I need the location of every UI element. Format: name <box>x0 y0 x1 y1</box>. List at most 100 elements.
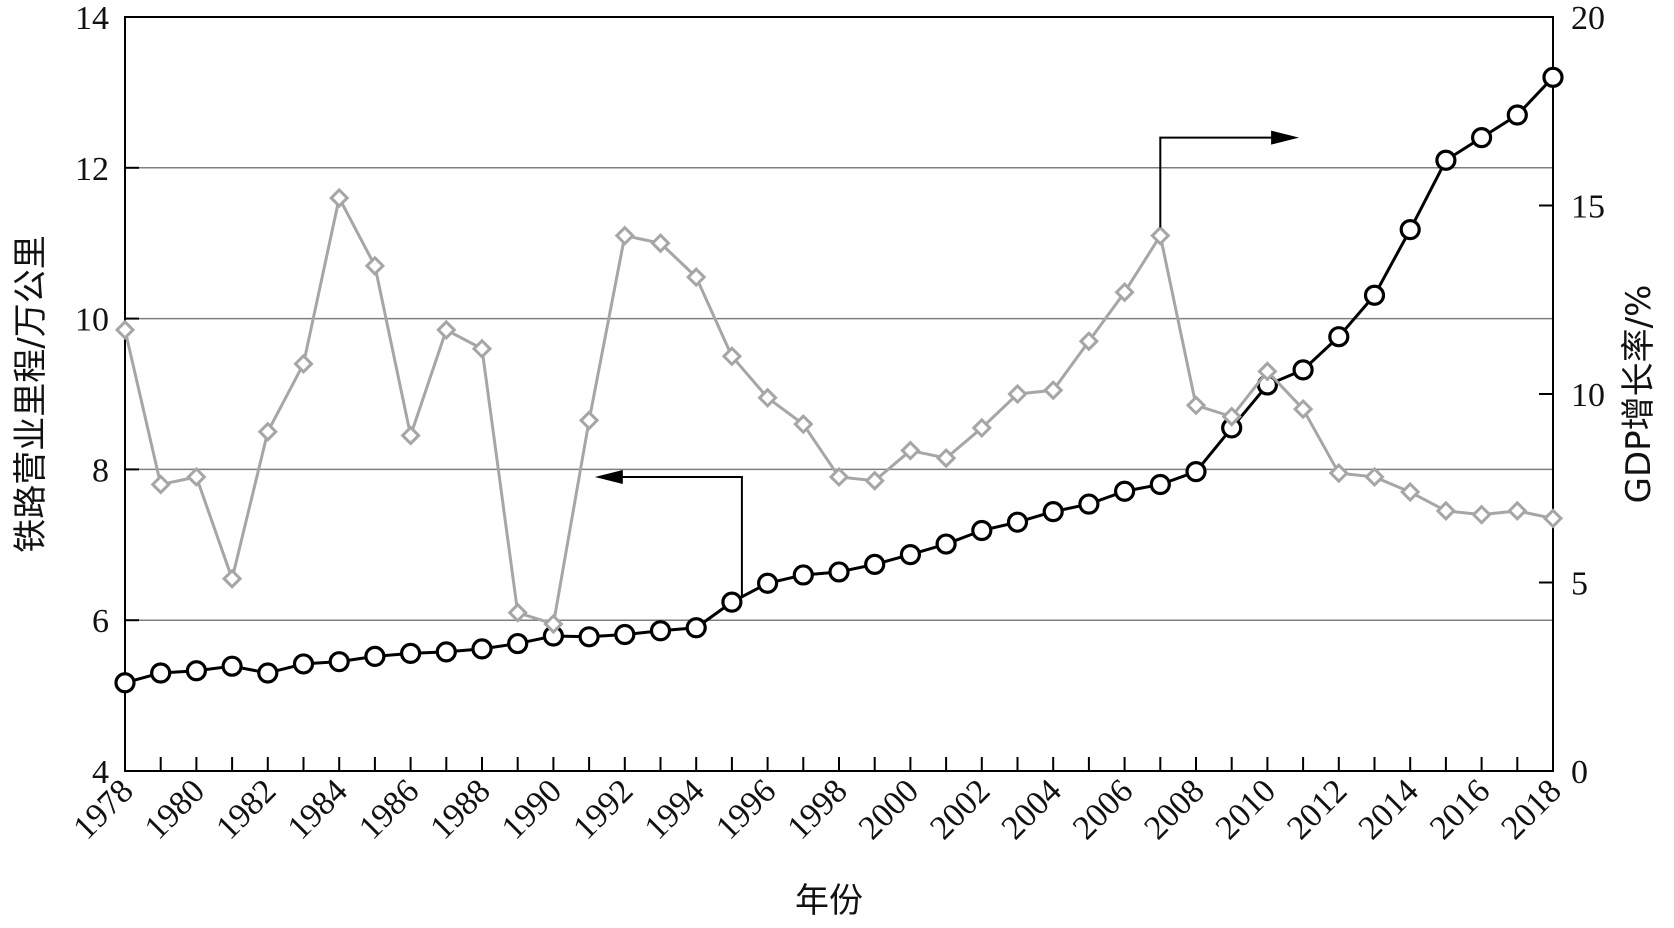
gdp-growth-point <box>186 466 207 488</box>
rail-mileage-point <box>864 553 886 576</box>
gdp-growth-point <box>1435 500 1457 521</box>
y-right-tick-label: 15 <box>1571 189 1605 226</box>
gdp-growth-point <box>1364 466 1385 488</box>
rail-mileage-point <box>114 672 136 694</box>
axes <box>124 16 1554 772</box>
x-tick-label: 2018 <box>1494 772 1568 846</box>
rail-mileage-point <box>578 626 600 648</box>
rail-mileage-point <box>1328 326 1350 348</box>
gdp-growth-point <box>757 387 778 408</box>
x-tick-label: 1992 <box>566 772 640 846</box>
rail-mileage-point <box>221 655 243 677</box>
gdp-growth-point <box>1007 383 1028 405</box>
rail-mileage-point <box>1149 473 1171 496</box>
gdp-growth-point <box>471 338 493 359</box>
gdp-growth-point <box>864 470 885 491</box>
annotations <box>594 130 1300 597</box>
rail-mileage-point <box>721 591 743 613</box>
left-arrowhead <box>594 469 623 484</box>
x-tick-label: 2004 <box>995 772 1069 846</box>
rail-mileage-point <box>328 651 350 673</box>
rail-mileage-point <box>292 653 315 675</box>
y-left-tick-label: 10 <box>75 302 109 339</box>
gdp-growth-point <box>1185 395 1207 416</box>
y-axis-left-title: 铁路营业里程/万公里 <box>11 235 51 552</box>
rail-mileage-point <box>614 623 636 646</box>
gdp-growth-point <box>793 414 814 435</box>
rail-mileage-point <box>1470 127 1493 149</box>
x-tick-label: 1996 <box>709 772 783 846</box>
rail-mileage-point <box>1185 461 1207 483</box>
gdp-growth-line <box>123 196 1554 626</box>
x-tick-label: 2008 <box>1137 772 1211 846</box>
rail-mileage-point <box>685 617 707 639</box>
rail-mileage-point <box>935 533 957 555</box>
tick-labels: 4 6 8 10 12 14 0 5 10 15 20 19781980198219841986198… <box>66 0 1605 847</box>
rail-mileage-point <box>649 620 672 642</box>
right-arrowhead <box>1271 130 1300 145</box>
gdp-growth-point <box>400 425 421 446</box>
x-tick-label: 2014 <box>1352 772 1426 846</box>
gdp-growth-point <box>614 225 635 246</box>
y-right-tick-label: 0 <box>1571 754 1588 791</box>
rail-mileage-point <box>1042 501 1064 523</box>
y-right-tick-label: 10 <box>1571 377 1605 414</box>
x-tick-label: 2000 <box>852 772 926 846</box>
gdp-growth-point <box>1257 361 1278 382</box>
rail-mileage-point <box>971 519 993 542</box>
gdp-growth-point <box>686 267 707 288</box>
gdp-growth-point <box>1078 331 1100 352</box>
rail-mileage-point <box>400 642 422 664</box>
gdp-growth-point <box>1507 500 1528 521</box>
rail-mileage-point <box>435 641 457 663</box>
gdp-growth-point <box>329 187 350 209</box>
rail-mileage-point <box>1363 284 1386 306</box>
y-right-tick-label: 20 <box>1571 0 1605 37</box>
x-tick-label: 1990 <box>495 772 569 846</box>
x-axis-title: 年份 <box>795 881 863 921</box>
right-axis-arrow-line <box>1159 136 1274 228</box>
x-tick-label: 1982 <box>209 772 283 846</box>
y-left-tick-label: 4 <box>92 754 109 791</box>
gdp-growth-point <box>721 346 743 367</box>
series <box>114 66 1564 694</box>
x-tick-label: 1980 <box>138 772 212 846</box>
rail-mileage-point <box>471 638 493 660</box>
y-right-tick-label: 5 <box>1571 566 1588 603</box>
rail-mileage-point <box>1435 149 1457 171</box>
rail-mileage-point <box>1006 511 1029 533</box>
rail-mileage-point <box>792 564 814 586</box>
gdp-growth-point <box>1114 282 1135 303</box>
rail-mileage-point <box>364 645 386 667</box>
x-tick-label: 1988 <box>423 772 497 846</box>
gdp-growth-point <box>828 466 850 488</box>
rail-mileage-point <box>1113 480 1136 502</box>
gdp-growth-point <box>436 319 457 341</box>
rail-mileage-point <box>150 662 172 684</box>
x-tick-label: 1986 <box>352 772 426 846</box>
gdp-growth-point <box>971 417 992 439</box>
x-tick-label: 2006 <box>1066 772 1140 846</box>
gdp-growth-point <box>507 602 528 623</box>
rail-mileage-point <box>1542 66 1564 88</box>
rail-mileage-point <box>756 572 779 594</box>
gdp-growth-point <box>935 447 957 469</box>
gdp-growth-point <box>114 319 136 341</box>
x-tick-label: 1978 <box>66 772 140 846</box>
gdp-growth-point <box>221 568 243 589</box>
gdp-growth-point <box>650 233 671 254</box>
gdp-growth-point <box>578 410 600 431</box>
gdp-growth-point <box>364 255 386 276</box>
rail-mileage-point <box>507 632 529 655</box>
gdp-growth-point <box>293 353 314 374</box>
y-axis-right-title: GDP增长率/% <box>1619 285 1659 504</box>
gdp-growth-point <box>1292 398 1314 420</box>
y-left-tick-label: 6 <box>92 603 109 640</box>
gdp-growth-point <box>257 421 278 442</box>
y-left-tick-label: 8 <box>92 452 109 489</box>
gdp-growth-point <box>1328 463 1349 484</box>
left-axis-arrow-line <box>620 475 743 597</box>
rail-mileage-point <box>1292 359 1314 381</box>
rail-mileage-point <box>1506 104 1528 126</box>
